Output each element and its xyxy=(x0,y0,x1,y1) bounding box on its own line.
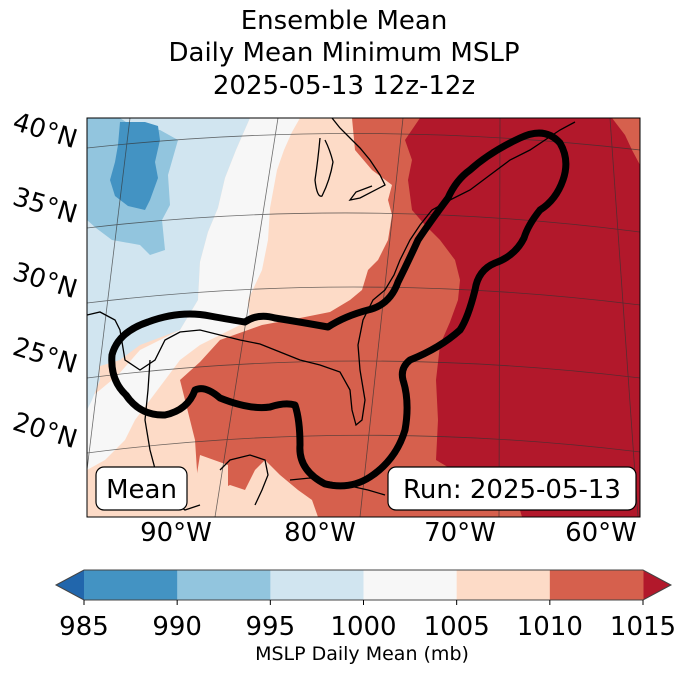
parallel-20N xyxy=(87,434,640,454)
field-bin-995-1000 xyxy=(87,118,300,470)
field-bin-990-995-west xyxy=(87,290,110,410)
lon-label-80W: 80°W xyxy=(284,518,356,548)
colorbar-segment-1010 xyxy=(549,570,644,600)
field-bin-1005-1010-yucatan xyxy=(190,455,240,517)
lon-labels: 90°W 80°W 70°W 60°W xyxy=(140,518,637,548)
colorbar xyxy=(54,569,673,601)
mean-annotation-text: Mean xyxy=(106,475,177,505)
meridian-60W xyxy=(609,118,639,517)
field-bin-over-1015 xyxy=(405,118,640,517)
parallel-35N xyxy=(87,212,640,233)
lon-label-60W: 60°W xyxy=(565,518,637,548)
colorbar-segment-1005 xyxy=(456,570,551,600)
mean-annotation-box xyxy=(95,466,188,511)
colorbar-extend-under xyxy=(56,570,84,600)
chart-title-line-1: Ensemble Mean xyxy=(240,6,448,36)
colorbar-label: MSLP Daily Mean (mb) xyxy=(255,643,469,665)
colorbar-segment-985 xyxy=(84,570,178,600)
colorbar-segment-995 xyxy=(270,570,364,600)
parallel-30N xyxy=(87,286,640,306)
colorbar-tick-label: 990 xyxy=(152,612,202,642)
colorbar-extend-over xyxy=(643,570,671,600)
lat-label-40N: 40°N xyxy=(9,107,80,155)
lake-michigan xyxy=(314,137,334,197)
great-lakes xyxy=(331,118,386,201)
colorbar-segment-990 xyxy=(177,570,271,600)
colorbar-tick-label: 1015 xyxy=(610,612,676,642)
colorbar-tick-label: 995 xyxy=(246,612,296,642)
meridian-70W xyxy=(498,118,501,517)
run-annotation-box xyxy=(387,466,637,511)
parallel-25N xyxy=(87,360,640,379)
yucatan xyxy=(219,454,269,506)
lat-labels: 40°N 35°N 30°N 25°N 20°N xyxy=(9,107,80,455)
chart-title-line-2: Daily Mean Minimum MSLP xyxy=(168,38,520,68)
lat-label-20N: 20°N xyxy=(9,407,80,455)
bold-contour xyxy=(108,129,570,490)
chart-title-line-3: 2025-05-13 12z-12z xyxy=(212,71,476,101)
field-bin-1010-1015-ne-corner xyxy=(612,118,640,165)
colorbar-segment-1000 xyxy=(363,570,458,600)
map-frame xyxy=(86,117,641,518)
lon-label-70W: 70°W xyxy=(424,518,496,548)
colorbar-ticks: 985 990 995 1000 1005 1010 1015 xyxy=(59,600,676,642)
lon-label-90W: 90°W xyxy=(140,518,212,548)
run-annotation-text: Run: 2025-05-13 xyxy=(403,475,621,505)
lat-label-30N: 30°N xyxy=(9,257,80,305)
gulf-coast xyxy=(87,121,576,427)
lat-label-35N: 35°N xyxy=(9,182,80,230)
meridian-95W xyxy=(87,118,131,471)
meridian-80W xyxy=(359,118,404,517)
colorbar-tick-label: 985 xyxy=(59,612,109,642)
colorbar-tick-label: 1005 xyxy=(424,612,490,642)
lat-label-25N: 25°N xyxy=(9,332,80,380)
colorbar-tick-label: 1010 xyxy=(517,612,583,642)
colorbar-tick-label: 1000 xyxy=(330,612,396,642)
